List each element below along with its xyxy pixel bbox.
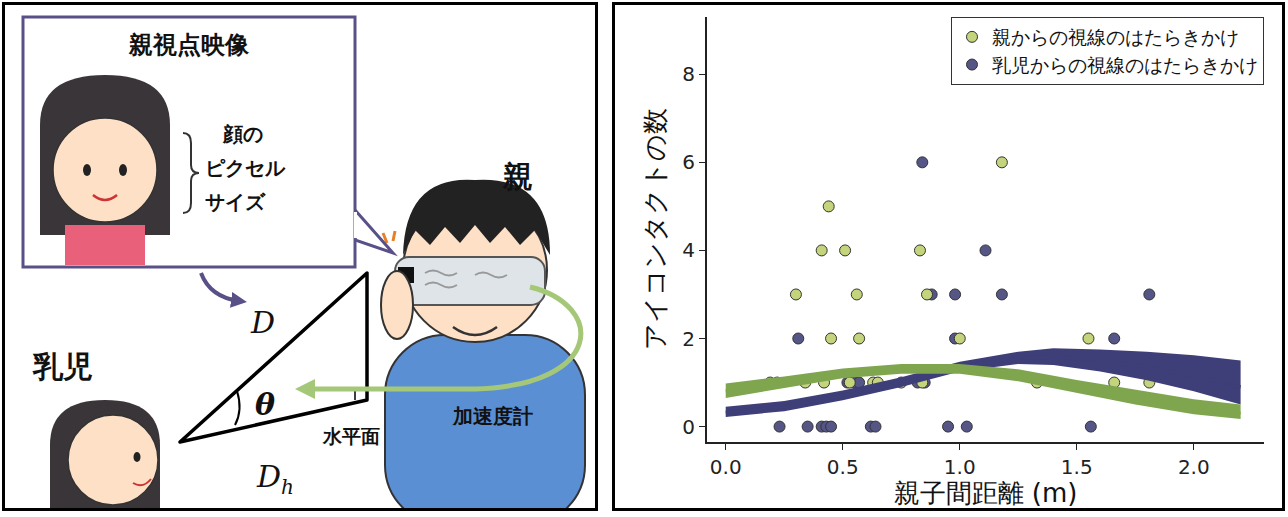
svg-text:4: 4 bbox=[682, 238, 695, 262]
svg-text:θ: θ bbox=[255, 387, 275, 422]
svg-text:ピクセル: ピクセル bbox=[205, 156, 286, 180]
svg-text:乳児からの視線のはたらきかけ: 乳児からの視線のはたらきかけ bbox=[992, 54, 1258, 76]
svg-text:0.0: 0.0 bbox=[710, 455, 742, 479]
svg-text:乳児: 乳児 bbox=[32, 349, 93, 384]
svg-text:親子間距離 (m): 親子間距離 (m) bbox=[894, 478, 1078, 508]
svg-text:2.0: 2.0 bbox=[1178, 455, 1210, 479]
svg-text:Dh: Dh bbox=[256, 459, 294, 499]
svg-text:加速度計: 加速度計 bbox=[452, 404, 533, 428]
svg-text:親: 親 bbox=[502, 159, 533, 194]
svg-text:親からの視線のはたらきかけ: 親からの視線のはたらきかけ bbox=[992, 26, 1239, 48]
svg-text:顔の: 顔の bbox=[222, 122, 263, 146]
svg-text:8: 8 bbox=[682, 62, 695, 86]
svg-text:サイズ: サイズ bbox=[205, 190, 266, 214]
svg-text:アイコンタクトの数: アイコンタクトの数 bbox=[640, 108, 670, 350]
svg-text:6: 6 bbox=[682, 150, 695, 174]
svg-text:親視点映像: 親視点映像 bbox=[128, 31, 250, 59]
svg-text:1.0: 1.0 bbox=[944, 455, 976, 479]
svg-text:0: 0 bbox=[682, 415, 695, 439]
svg-text:0.5: 0.5 bbox=[827, 455, 859, 479]
svg-text:2: 2 bbox=[682, 327, 695, 351]
svg-text:水平面: 水平面 bbox=[322, 425, 380, 447]
svg-text:1.5: 1.5 bbox=[1061, 455, 1093, 479]
svg-text:D: D bbox=[250, 305, 275, 340]
